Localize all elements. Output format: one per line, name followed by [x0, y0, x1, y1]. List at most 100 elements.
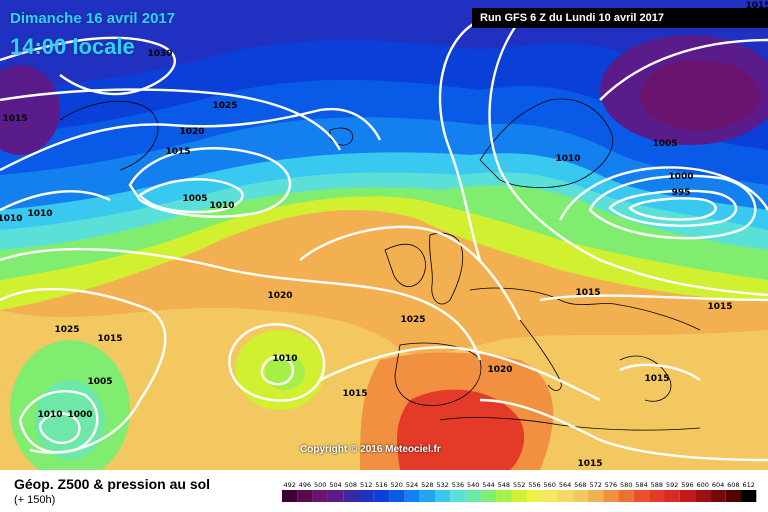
legend-value: 536	[452, 481, 464, 489]
legend-swatch	[419, 490, 435, 502]
legend-swatch	[511, 490, 527, 502]
legend-value: 600	[697, 481, 709, 489]
legend-swatch	[725, 490, 741, 502]
isobar-label: 1005	[182, 194, 207, 204]
isobar-label: 1015	[342, 389, 367, 399]
legend-value: 596	[681, 481, 693, 489]
isobar-label: 1000	[67, 410, 92, 420]
isobar-label: 995	[672, 188, 691, 198]
color-scale-legend: 492 496 500 504 508 512 516 520 524 528 532 536 540 5…	[282, 481, 757, 502]
legend-swatch	[588, 490, 604, 502]
isobars	[0, 18, 768, 462]
legend-swatch	[710, 490, 726, 502]
isobar-label: 1010	[272, 354, 297, 364]
map-title: Géop. Z500 & pression au sol	[14, 476, 211, 492]
isobar-label: 1010	[0, 214, 23, 224]
legend-value: 512	[360, 481, 372, 489]
isobar-label: 1015	[644, 374, 669, 384]
legend-swatch	[480, 490, 497, 502]
legend-swatch	[664, 490, 680, 502]
copyright-text: Copyright © 2016 Meteociel.fr	[300, 444, 441, 455]
legend-value: 572	[589, 481, 601, 489]
legend-value: 520	[391, 481, 403, 489]
legend-value: 584	[635, 481, 647, 489]
legend-swatch	[526, 490, 543, 502]
legend-value: 588	[651, 481, 663, 489]
forecast-date: Dimanche 16 avril 2017	[10, 10, 176, 27]
legend-swatch	[327, 490, 344, 502]
legend-swatch	[603, 490, 619, 502]
isobar-label: 1010	[27, 209, 52, 219]
legend-value: 504	[329, 481, 341, 489]
legend-value: 568	[574, 481, 586, 489]
geopotential-map: 1030102510201015101510101005101010101020…	[0, 0, 768, 470]
legend-value: 592	[666, 481, 678, 489]
legend-swatch	[679, 490, 696, 502]
legend-value: 528	[421, 481, 433, 489]
legend-swatch	[435, 490, 451, 502]
legend-swatch	[404, 490, 420, 502]
legend-swatch	[572, 490, 588, 502]
isobar-label: 1015	[575, 288, 600, 298]
legend-value: 500	[314, 481, 326, 489]
legend-swatch	[343, 490, 359, 502]
legend-value: 564	[559, 481, 571, 489]
legend-value: 560	[544, 481, 556, 489]
legend-swatch	[618, 490, 634, 502]
run-info-banner: Run GFS 6 Z du Lundi 10 avril 2017	[472, 8, 768, 28]
legend-swatch	[373, 490, 390, 502]
legend-value: 532	[436, 481, 448, 489]
legend-swatch	[542, 490, 558, 502]
legend-value: 612	[742, 481, 754, 489]
legend-swatch	[496, 490, 512, 502]
legend-value: 580	[620, 481, 632, 489]
legend-swatch	[450, 490, 466, 502]
isobar-label: 1010	[209, 201, 234, 211]
legend-swatch	[465, 490, 481, 502]
isobar-label: 1025	[400, 315, 425, 325]
legend-value: 576	[605, 481, 617, 489]
legend-swatch	[633, 490, 650, 502]
legend-value: 508	[345, 481, 357, 489]
forecast-time: 14:00 locale	[10, 34, 135, 59]
isobar-label: 1005	[652, 139, 677, 149]
legend-value: 608	[727, 481, 739, 489]
legend-swatch	[358, 490, 374, 502]
isobar-label: 1015	[577, 459, 602, 469]
isobar-label: 1010	[37, 410, 62, 420]
legend-value: 524	[406, 481, 418, 489]
isobar-label: 1015	[165, 147, 190, 157]
isobar-label: 1020	[267, 291, 292, 301]
legend-swatch	[297, 490, 313, 502]
isobar-label: 1000	[668, 172, 693, 182]
isobar-label: 1015	[2, 114, 27, 124]
legend-value: 540	[467, 481, 479, 489]
isobar-label: 1015	[745, 1, 768, 11]
legend-swatch	[312, 490, 328, 502]
forecast-lead-time: (+ 150h)	[14, 494, 56, 506]
isobar-label: 1015	[97, 334, 122, 344]
legend-value: 604	[712, 481, 724, 489]
legend-swatch	[695, 490, 711, 502]
legend-swatch	[649, 490, 665, 502]
legend-swatch	[557, 490, 573, 502]
legend-swatch	[389, 490, 405, 502]
legend-value: 544	[482, 481, 494, 489]
isobar-label: 1020	[179, 127, 204, 137]
isobar-labels: 1030102510201015101510101005101010101020…	[0, 1, 768, 469]
isobar-label: 1010	[555, 154, 580, 164]
legend-value: 492	[283, 481, 295, 489]
legend-value: 496	[299, 481, 311, 489]
isobar-label: 1020	[487, 365, 512, 375]
isobar-label: 1025	[54, 325, 79, 335]
legend-value: 516	[375, 481, 387, 489]
geopotential-fill	[0, 0, 768, 470]
isobar-label: 1015	[707, 302, 732, 312]
legend-swatch	[282, 490, 298, 502]
legend-swatch	[741, 490, 757, 502]
legend-value: 556	[528, 481, 540, 489]
legend-value: 552	[513, 481, 525, 489]
isobar-label: 1030	[147, 49, 172, 59]
legend-value: 548	[498, 481, 510, 489]
isobar-label: 1005	[87, 377, 112, 387]
